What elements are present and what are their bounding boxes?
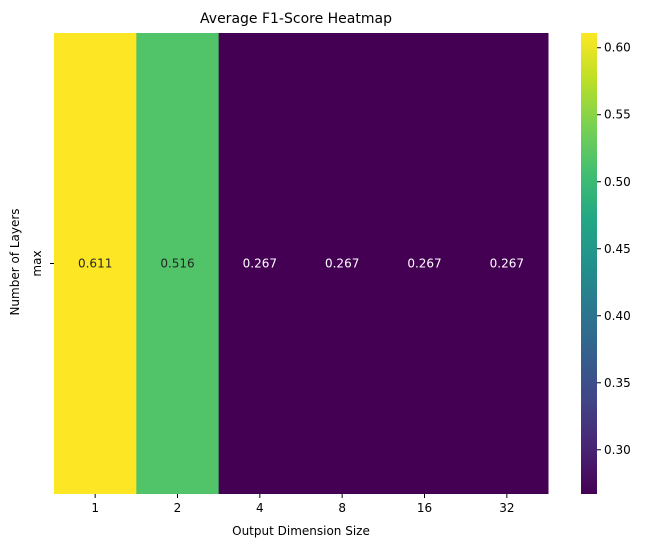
heatmap-cell — [465, 33, 549, 494]
heatmap-cell — [301, 33, 384, 494]
colorbar-tick-label: 0.35 — [604, 376, 631, 390]
x-tick-label: 4 — [256, 501, 264, 515]
heatmap-cell — [136, 33, 220, 494]
cell-value-label: 0.267 — [325, 257, 359, 271]
x-tick-label: 8 — [338, 501, 346, 515]
colorbar-tick-label: 0.40 — [604, 309, 631, 323]
y-axis-ticks: max — [30, 250, 54, 277]
heatmap-cells — [54, 33, 549, 494]
colorbar-ticks: 0.30 0.35 0.40 0.45 0.50 0.55 0.60 — [597, 41, 631, 457]
cell-value-label: 0.516 — [160, 257, 194, 271]
chart-title: Average F1-Score Heatmap — [200, 11, 392, 27]
colorbar-tick-label: 0.45 — [604, 242, 631, 256]
colorbar-tick-label: 0.30 — [604, 443, 631, 457]
heatmap-cell — [54, 33, 137, 494]
cell-value-label: 0.611 — [78, 257, 112, 271]
y-tick-label: max — [30, 250, 44, 276]
colorbar-tick-label: 0.50 — [604, 175, 631, 189]
colorbar-tick-label: 0.55 — [604, 108, 631, 122]
cell-value-label: 0.267 — [243, 257, 277, 271]
y-axis-label: Number of Layers — [8, 208, 22, 315]
x-axis-ticks: 1 2 4 8 16 32 — [91, 494, 514, 515]
x-axis-label: Output Dimension Size — [232, 524, 370, 538]
cell-value-label: 0.267 — [490, 257, 524, 271]
x-tick-label: 32 — [499, 501, 514, 515]
cell-value-label: 0.267 — [407, 257, 441, 271]
heatmap-cell-labels: 0.611 0.516 0.267 0.267 0.267 0.267 — [78, 257, 524, 271]
x-tick-label: 2 — [174, 501, 182, 515]
colorbar-tick-label: 0.60 — [604, 41, 631, 55]
colorbar — [581, 33, 597, 494]
x-tick-label: 1 — [91, 501, 99, 515]
x-tick-label: 16 — [417, 501, 432, 515]
heatmap-cell — [383, 33, 467, 494]
heatmap-cell — [218, 33, 302, 494]
